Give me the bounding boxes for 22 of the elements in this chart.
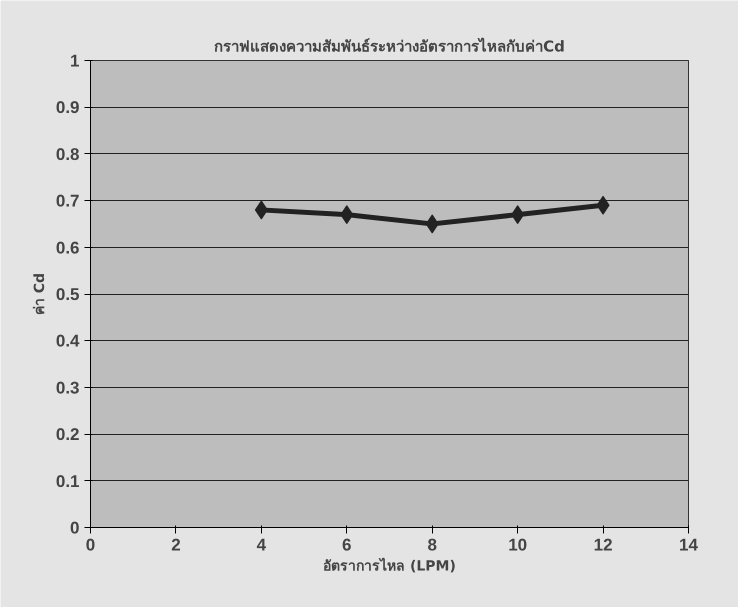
y-tick-label: 0.4	[56, 332, 80, 351]
x-tick-label: 0	[86, 536, 96, 554]
y-tick-label: 0.7	[56, 192, 80, 211]
y-tick-label: 0.3	[56, 378, 80, 398]
x-tick-label: 6	[342, 536, 352, 554]
y-tick-label: 0.9	[56, 98, 80, 118]
x-tick-label: 8	[427, 536, 437, 554]
y-tick-label: 1	[70, 52, 80, 70]
x-tick-label: 4	[256, 536, 267, 554]
chart-title: กราฟแสดงความสัมพันธ์ระหว่างอัตราการไหลกับค่าCd	[214, 36, 565, 56]
y-tick-label: 0.5	[56, 285, 80, 304]
x-tick-label: 2	[171, 536, 181, 554]
y-tick-label: 0	[70, 518, 80, 538]
x-tick-label: 10	[508, 536, 528, 554]
y-tick-label: 0.2	[56, 425, 80, 444]
x-tick-label: 14	[679, 536, 698, 554]
x-axis-title: อัตราการไหล (LPM)	[323, 556, 456, 574]
x-tick-label: 12	[594, 536, 613, 554]
y-tick-label: 0.8	[56, 144, 80, 164]
y-tick-label: 0.6	[56, 238, 80, 258]
y-tick-label: 0.1	[56, 472, 80, 491]
y-axis-title: ค่า Cd	[32, 272, 48, 316]
